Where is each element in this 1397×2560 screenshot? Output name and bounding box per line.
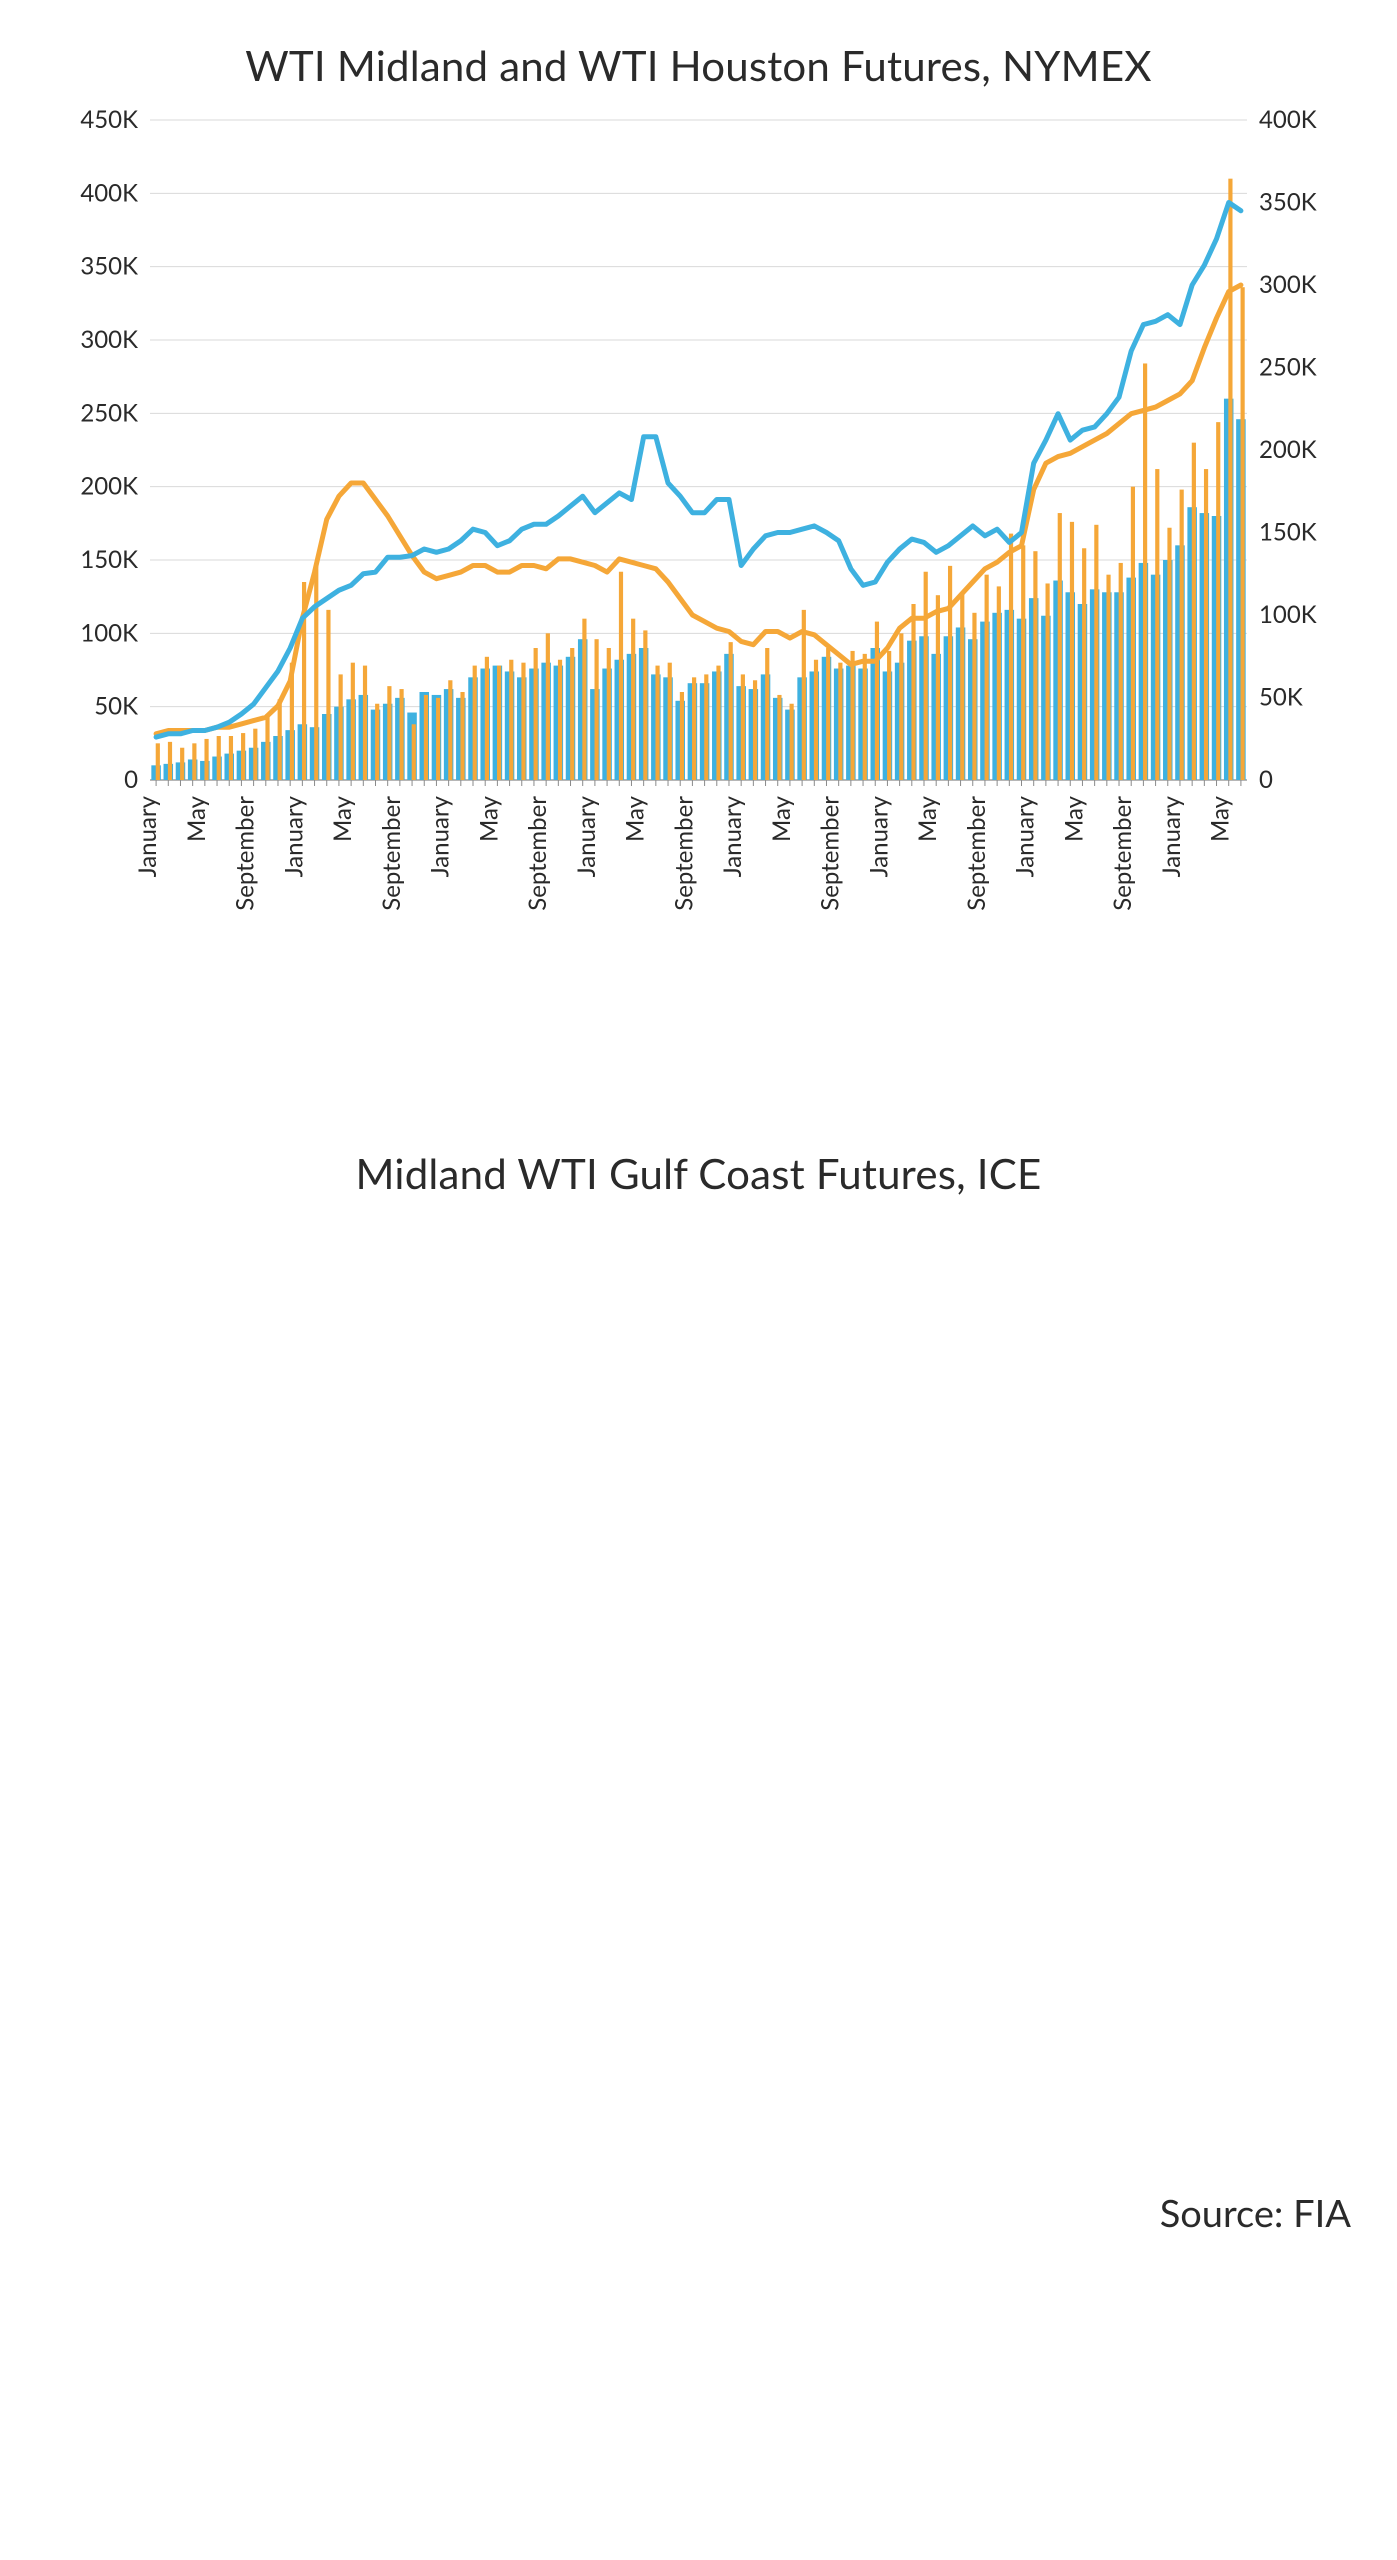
- svg-text:100K: 100K: [1259, 600, 1317, 629]
- svg-text:September: September: [669, 796, 698, 911]
- svg-text:January: January: [1011, 795, 1040, 877]
- svg-text:200K: 200K: [80, 472, 138, 501]
- svg-text:May: May: [182, 795, 211, 842]
- svg-text:September: September: [816, 796, 845, 911]
- svg-text:January: January: [864, 795, 893, 877]
- chart1-title: WTI Midland and WTI Houston Futures, NYM…: [40, 40, 1357, 90]
- svg-text:September: September: [962, 796, 991, 911]
- svg-text:0: 0: [1259, 765, 1273, 794]
- svg-text:May: May: [474, 795, 503, 842]
- svg-text:May: May: [1059, 795, 1088, 842]
- source-text: Source: FIA: [40, 2190, 1357, 2236]
- chart2-svg: [40, 1218, 1357, 2098]
- svg-text:May: May: [767, 795, 796, 842]
- svg-text:300K: 300K: [80, 325, 138, 354]
- svg-text:200K: 200K: [1259, 435, 1317, 464]
- chart2-holder: [40, 1218, 1357, 2102]
- svg-text:400K: 400K: [1259, 110, 1317, 134]
- svg-text:150K: 150K: [1259, 518, 1317, 547]
- svg-text:January: January: [1157, 795, 1186, 877]
- svg-text:250K: 250K: [1259, 353, 1317, 382]
- svg-text:50K: 50K: [1259, 683, 1303, 712]
- svg-text:50K: 50K: [94, 692, 138, 721]
- svg-text:May: May: [1206, 795, 1235, 842]
- chart1-svg: 0 50K 100K 150K 200K 250K 300K 350K 400K 450K 0 50K…: [40, 110, 1357, 1040]
- svg-text:January: January: [572, 795, 601, 877]
- chart1-block: WTI Midland and WTI Houston Futures, NYM…: [40, 40, 1357, 1044]
- svg-text:May: May: [621, 795, 650, 842]
- svg-text:450K: 450K: [80, 110, 138, 134]
- svg-text:250K: 250K: [80, 398, 138, 427]
- chart1-holder: 0 50K 100K 150K 200K 250K 300K 350K 400K 450K 0 50K…: [40, 110, 1357, 1044]
- svg-text:January: January: [426, 795, 455, 877]
- chart2-block: Midland WTI Gulf Coast Futures, ICE: [40, 1148, 1357, 2120]
- svg-text:150K: 150K: [80, 545, 138, 574]
- svg-text:350K: 350K: [1259, 188, 1317, 217]
- svg-text:January: January: [133, 795, 162, 877]
- svg-text:September: September: [523, 796, 552, 911]
- svg-text:300K: 300K: [1259, 270, 1317, 299]
- svg-text:January: January: [718, 795, 747, 877]
- chart2-title: Midland WTI Gulf Coast Futures, ICE: [40, 1148, 1357, 1198]
- svg-text:May: May: [913, 795, 942, 842]
- svg-text:September: September: [377, 796, 406, 911]
- svg-text:0: 0: [124, 765, 138, 794]
- svg-text:January: January: [279, 795, 308, 877]
- svg-text:100K: 100K: [80, 618, 138, 647]
- svg-text:May: May: [328, 795, 357, 842]
- svg-text:September: September: [1108, 796, 1137, 911]
- svg-text:350K: 350K: [80, 252, 138, 281]
- svg-text:September: September: [231, 796, 260, 911]
- svg-text:400K: 400K: [80, 178, 138, 207]
